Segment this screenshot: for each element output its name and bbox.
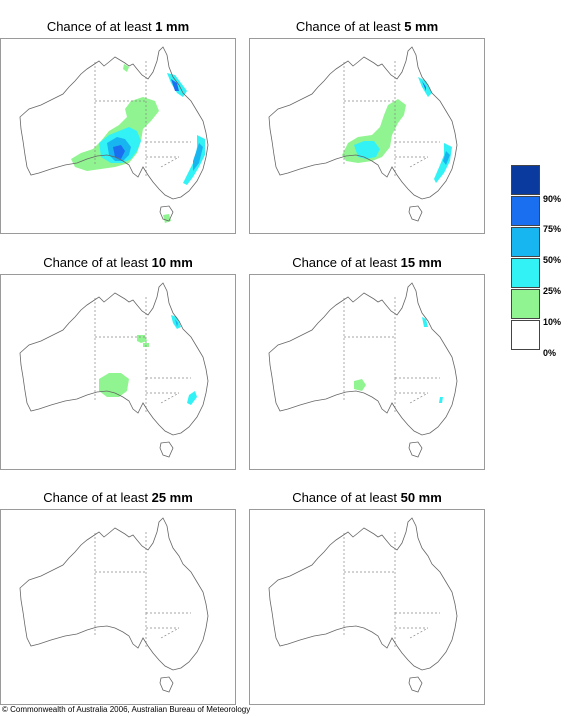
legend-label-0: 0%: [543, 348, 557, 358]
copyright-credit: © Commonwealth of Australia 2006, Austra…: [2, 705, 251, 714]
panel-title: Chance of at least 5 mm: [295, 19, 439, 34]
legend-swatch-75: [511, 196, 540, 226]
mainland-fill: [20, 283, 208, 435]
mainland-fill: [269, 518, 457, 670]
probability-area: [354, 141, 380, 159]
tasmania-coastline: [408, 676, 423, 693]
coastline: [268, 282, 458, 436]
legend-swatch-10: [511, 289, 540, 319]
state-border: [160, 392, 180, 404]
probability-area: [354, 379, 366, 391]
probability-area: [171, 79, 179, 91]
mainland-fill: [20, 518, 208, 670]
probability-area: [422, 317, 428, 327]
probability-legend: 90% 75% 50% 25% 10% 0%: [511, 165, 569, 358]
tasmania-coastline: [159, 205, 174, 222]
probability-area: [175, 319, 178, 327]
probability-area: [422, 81, 426, 91]
tasmania-coastline: [159, 676, 174, 693]
probability-area: [187, 391, 197, 405]
tasmania-coastline: [408, 441, 423, 458]
panel-title: Chance of at least 1 mm: [46, 19, 190, 34]
legend-label-50: 50%: [543, 255, 562, 265]
tasmania-coastline: [408, 205, 423, 222]
coastline: [19, 517, 209, 671]
legend-swatch-50: [511, 227, 540, 257]
legend-label-90: 90%: [543, 194, 562, 204]
australia-map: [0, 38, 236, 234]
panel-title: Chance of at least 50 mm: [292, 490, 442, 505]
probability-area: [443, 151, 450, 165]
panel-title: Chance of at least 25 mm: [43, 490, 193, 505]
legend-label-25: 25%: [543, 286, 562, 296]
legend-swatch-25: [511, 258, 540, 288]
probability-area: [193, 143, 203, 171]
australia-map: [249, 274, 485, 470]
state-border: [409, 156, 429, 168]
australia-map: [0, 509, 236, 705]
mainland-fill: [269, 47, 457, 199]
state-border: [160, 156, 180, 168]
australia-map: [249, 38, 485, 234]
probability-area: [123, 64, 129, 72]
state-border: [409, 392, 429, 404]
legend-label-10: 10%: [543, 317, 562, 327]
australia-map: [0, 274, 236, 470]
australia-map: [249, 509, 485, 705]
mainland-fill: [269, 283, 457, 435]
coastline: [19, 46, 209, 200]
legend-swatch-0: [511, 320, 540, 350]
coastline: [19, 282, 209, 436]
coastline: [268, 46, 458, 200]
mainland-fill: [20, 47, 208, 199]
legend-label-75: 75%: [543, 224, 562, 234]
panel-title: Chance of at least 10 mm: [43, 255, 193, 270]
legend-swatch-90: [511, 165, 540, 195]
state-border: [409, 627, 429, 639]
tasmania-coastline: [159, 441, 174, 458]
state-border: [160, 627, 180, 639]
probability-area: [113, 145, 125, 159]
probability-area: [439, 397, 443, 403]
panel-title: Chance of at least 15 mm: [292, 255, 442, 270]
coastline: [268, 517, 458, 671]
